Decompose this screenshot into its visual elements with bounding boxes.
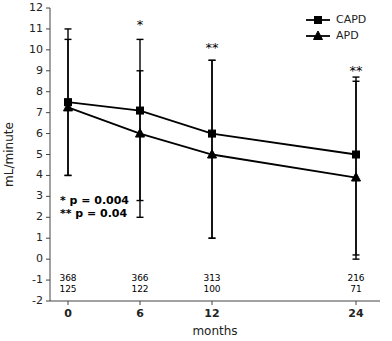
error-bar bbox=[353, 77, 360, 259]
y-tick bbox=[46, 70, 50, 71]
n-label: 122 bbox=[131, 284, 148, 294]
y-tick bbox=[46, 112, 50, 113]
y-tick-label: 8 bbox=[36, 85, 43, 98]
x-tick-label: 6 bbox=[136, 307, 144, 320]
significance-marker: ** bbox=[350, 63, 364, 78]
significance-marker: * bbox=[137, 17, 144, 32]
y-tick-label: 0 bbox=[36, 252, 43, 265]
error-bar-cap bbox=[209, 60, 216, 61]
error-bar bbox=[137, 71, 144, 218]
x-tick bbox=[140, 301, 141, 305]
annotation: ** p = 0.04 bbox=[60, 207, 128, 220]
error-bar bbox=[65, 29, 72, 176]
y-tick-label: 10 bbox=[29, 43, 43, 56]
x-axis-line bbox=[50, 301, 380, 302]
y-tick bbox=[46, 91, 50, 92]
y-tick-label: 3 bbox=[36, 189, 43, 202]
y-tick-label: 12 bbox=[29, 1, 43, 14]
y-tick bbox=[46, 217, 50, 218]
point bbox=[64, 102, 73, 111]
error-bar-stem bbox=[139, 71, 140, 218]
error-bar-cap bbox=[209, 60, 216, 61]
y-tick bbox=[46, 301, 50, 302]
point bbox=[136, 129, 145, 138]
point bbox=[208, 150, 217, 159]
error-bar-cap bbox=[65, 175, 72, 176]
n-label: 125 bbox=[59, 284, 76, 294]
n-label: 100 bbox=[203, 284, 220, 294]
error-bar-cap bbox=[65, 175, 72, 176]
error-bar bbox=[65, 39, 72, 175]
error-bar-cap bbox=[65, 39, 72, 40]
chart: 061224-2-10123456789101112monthsmL/minut… bbox=[0, 0, 392, 341]
y-tick bbox=[46, 133, 50, 134]
y-tick-label: -1 bbox=[32, 273, 43, 286]
y-tick-label: 4 bbox=[36, 168, 43, 181]
x-tick-label: 24 bbox=[348, 307, 364, 320]
n-label: 313 bbox=[203, 273, 220, 283]
y-tick bbox=[46, 196, 50, 197]
legend-label: CAPD bbox=[336, 13, 366, 26]
n-label: 368 bbox=[59, 273, 76, 283]
x-tick bbox=[212, 301, 213, 305]
error-bar-cap bbox=[209, 238, 216, 239]
x-tick bbox=[68, 301, 69, 305]
series-line bbox=[68, 107, 356, 177]
annotation: * p = 0.004 bbox=[60, 194, 129, 207]
error-bar-cap bbox=[137, 39, 144, 40]
series-0 bbox=[65, 29, 360, 255]
y-tick-label: 9 bbox=[36, 64, 43, 77]
x-tick bbox=[356, 301, 357, 305]
n-label: 216 bbox=[347, 273, 364, 283]
x-tick-label: 0 bbox=[64, 307, 72, 320]
y-tick-label: 6 bbox=[36, 127, 43, 140]
y-tick bbox=[46, 49, 50, 50]
error-bar-cap bbox=[65, 28, 72, 29]
y-axis-label: mL/minute bbox=[2, 122, 16, 187]
error-bar-cap bbox=[137, 217, 144, 218]
x-tick-label: 12 bbox=[204, 307, 219, 320]
y-tick bbox=[46, 28, 50, 29]
error-bar-cap bbox=[209, 238, 216, 239]
x-axis-label: months bbox=[192, 324, 237, 338]
legend-marker bbox=[315, 17, 322, 24]
y-tick-label: 11 bbox=[29, 22, 43, 35]
y-tick-label: -2 bbox=[32, 294, 43, 307]
y-tick bbox=[46, 8, 50, 9]
legend: CAPD APD bbox=[306, 13, 366, 42]
series-1 bbox=[64, 39, 361, 259]
y-tick-label: 7 bbox=[36, 106, 43, 119]
y-tick-label: 2 bbox=[36, 210, 43, 223]
y-tick-label: 1 bbox=[36, 231, 43, 244]
error-bar bbox=[209, 60, 216, 238]
error-bar-cap bbox=[353, 258, 360, 259]
plot-area bbox=[64, 29, 361, 259]
legend-label: APD bbox=[336, 29, 359, 42]
legend-marker bbox=[314, 31, 323, 40]
error-bar-cap bbox=[137, 70, 144, 71]
error-bar-stem bbox=[355, 77, 356, 259]
error-bar bbox=[209, 60, 216, 238]
significance-marker: ** bbox=[206, 40, 220, 55]
n-label: 71 bbox=[350, 284, 361, 294]
y-tick bbox=[46, 175, 50, 176]
y-tick bbox=[46, 259, 50, 260]
y-tick bbox=[46, 280, 50, 281]
y-tick bbox=[46, 154, 50, 155]
y-tick-label: 5 bbox=[36, 148, 43, 161]
point bbox=[352, 173, 361, 182]
y-tick bbox=[46, 238, 50, 239]
n-label: 366 bbox=[131, 273, 148, 283]
